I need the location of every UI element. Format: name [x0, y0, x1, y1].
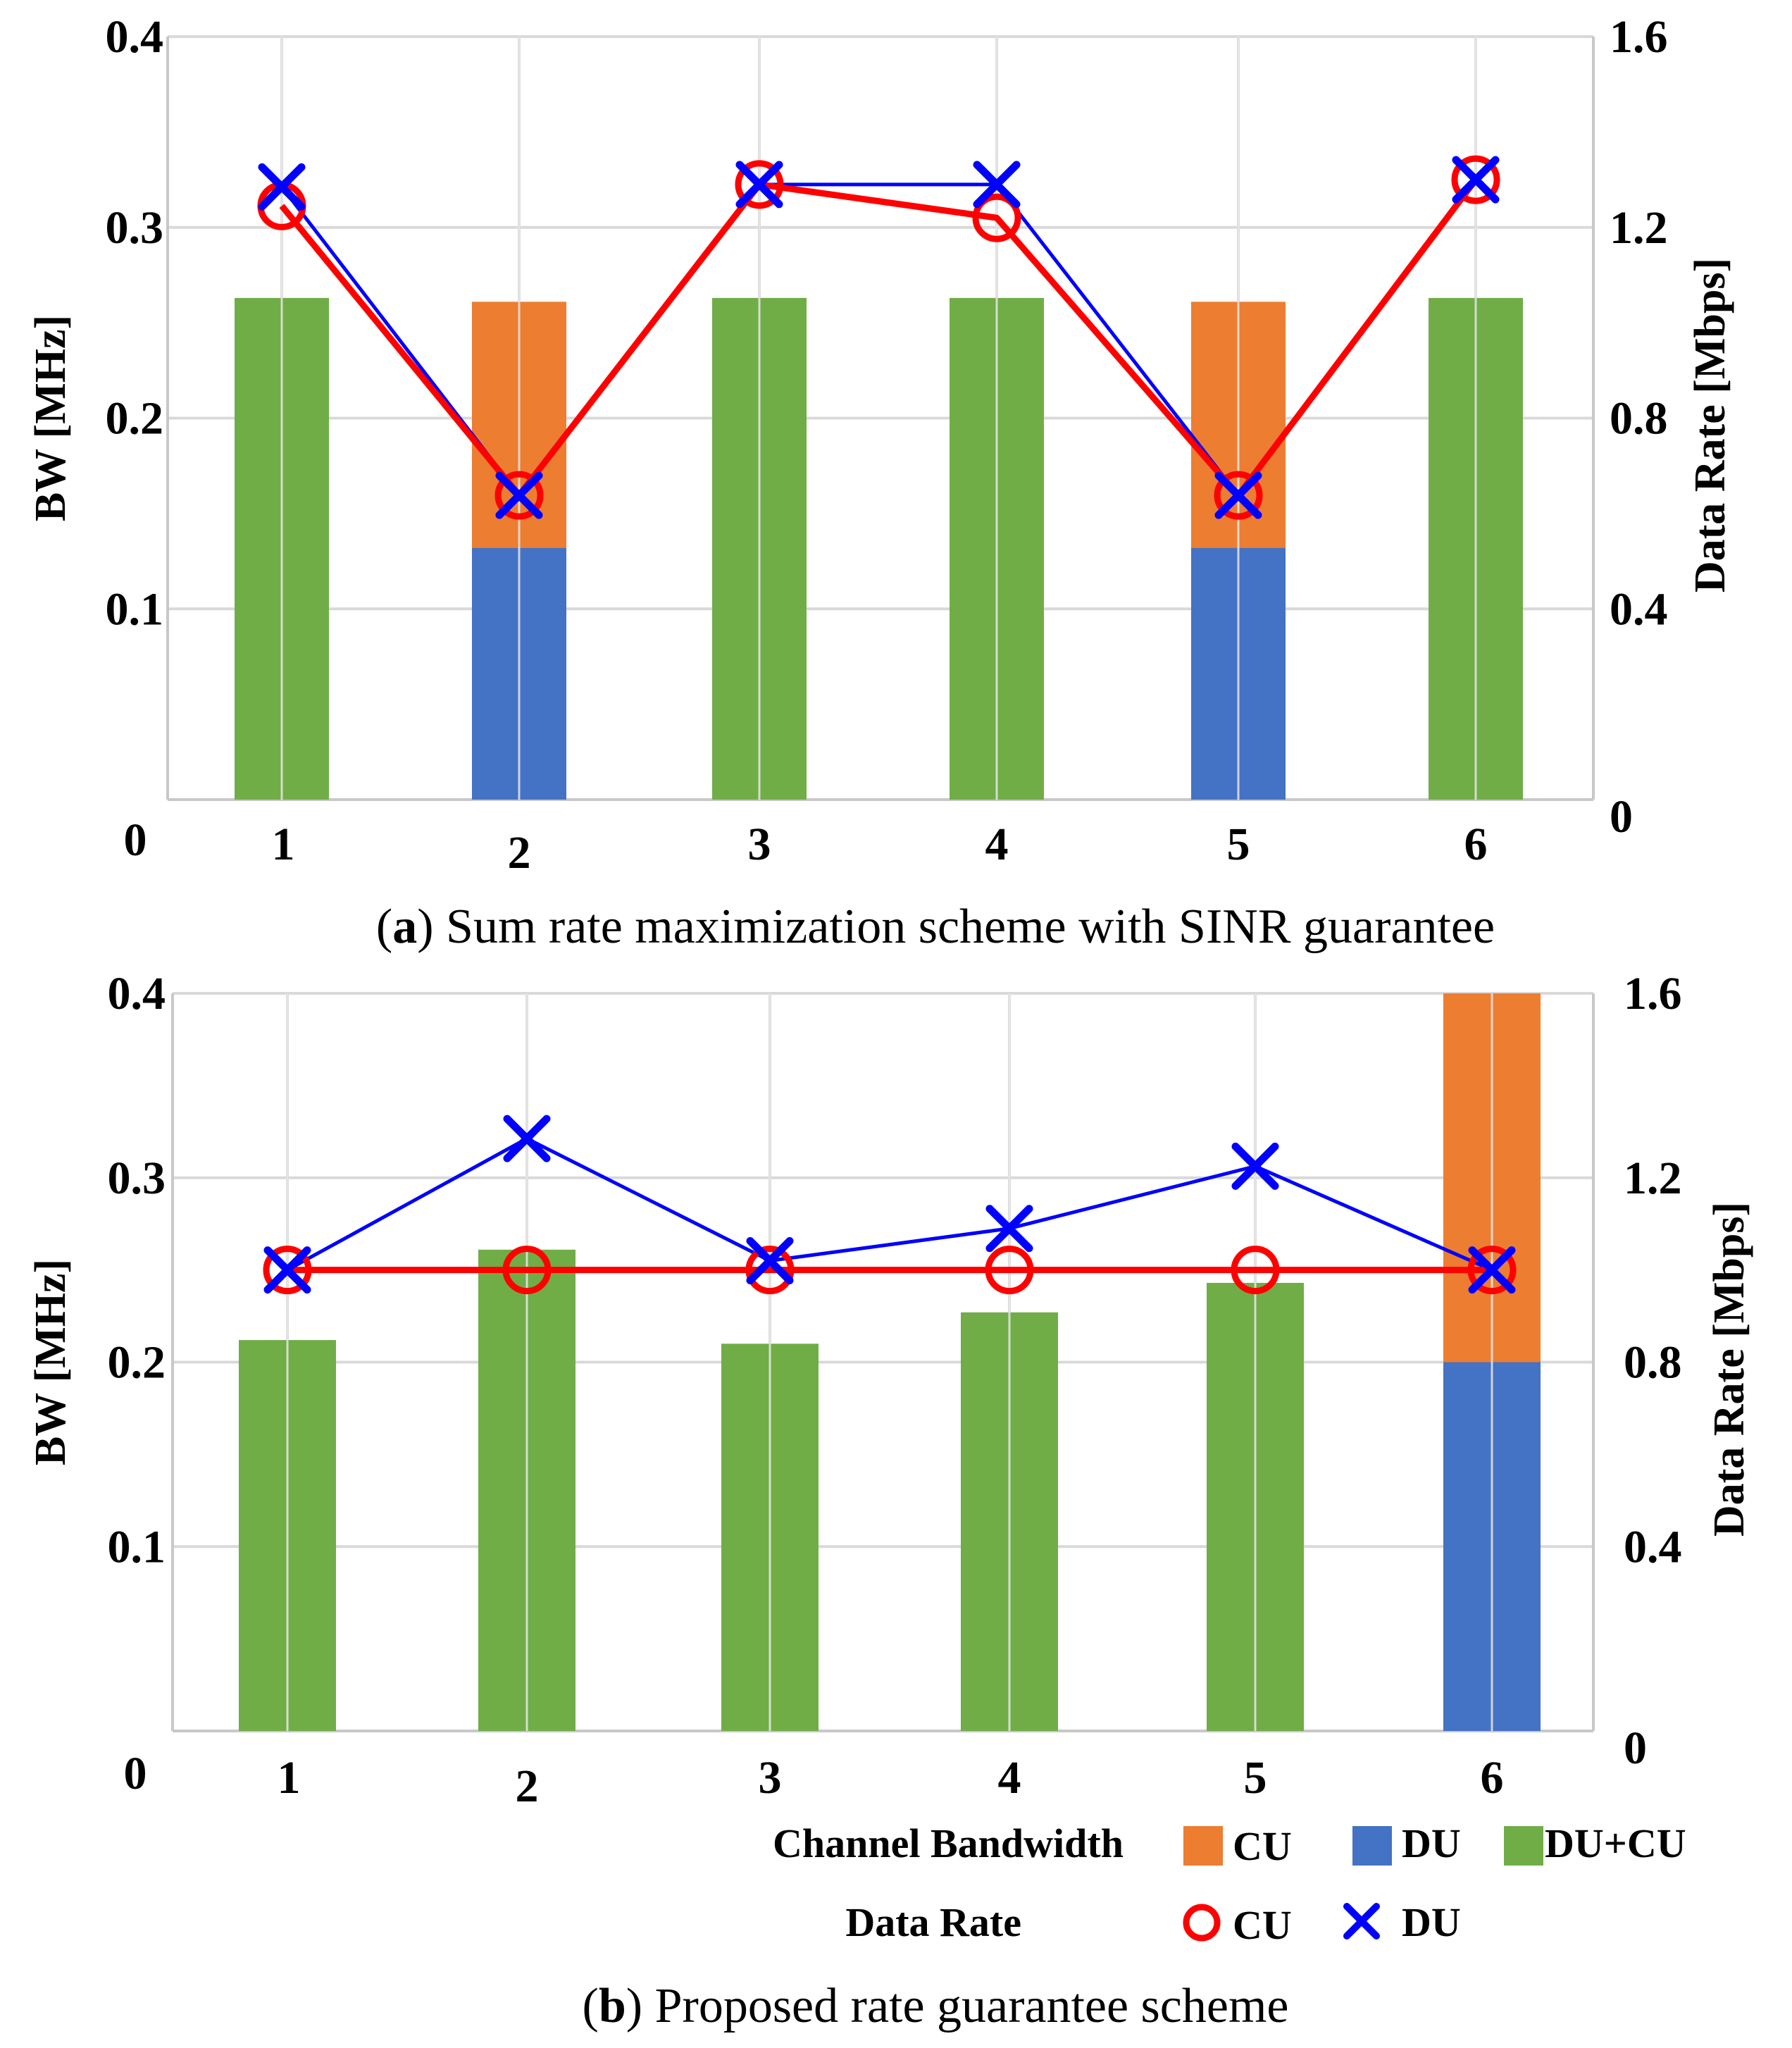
legend-swatch-du-cu — [1504, 1826, 1543, 1866]
marker-du-1 — [263, 1246, 311, 1294]
marker-du-stroke — [495, 471, 543, 519]
legend-marker-du-x — [1343, 1903, 1380, 1940]
legend-swatch-du — [1352, 1826, 1392, 1866]
marker-cu-2 — [502, 1246, 552, 1295]
marker-du-stroke — [1214, 471, 1262, 519]
marker-du-4 — [973, 161, 1021, 209]
category-label-5: 5 — [1244, 1752, 1267, 1804]
marker-du-4 — [985, 1205, 1033, 1253]
marker-cu-3 — [745, 1246, 795, 1295]
marker-cu-3 — [735, 160, 784, 209]
left-tick-label: 0.1 — [106, 583, 164, 635]
legend-bandwidth-du-cu-label: DU+CU — [1545, 1820, 1686, 1866]
series-line-du — [286, 1136, 1493, 1272]
right-tick-label: 0.8 — [1624, 1337, 1682, 1389]
legend-marker-cu-circle — [1183, 1904, 1221, 1942]
marker-du-stroke — [746, 1237, 794, 1285]
panel-b-chart: 0.1 0.2 0.3 0.4 0 0 0.4 0.8 1.2 1.6 1 2 3 4 5 6 BW [MHz]… — [27, 968, 1753, 1812]
legend-swatch-cu — [1183, 1826, 1223, 1866]
right-tick-label: 1.2 — [1624, 1153, 1682, 1204]
left-origin-label: 0 — [124, 1748, 147, 1799]
left-tick-label: 0.3 — [108, 1153, 166, 1204]
marker-du-1 — [258, 163, 306, 211]
category-label-6: 6 — [1481, 1752, 1504, 1804]
marker-du-6 — [1452, 156, 1500, 204]
left-tick-label: 0.1 — [108, 1521, 166, 1572]
legend-bandwidth-du-label: DU — [1402, 1820, 1461, 1866]
legend-rate-du-label: DU — [1402, 1899, 1461, 1945]
marker-cu-5 — [1214, 471, 1263, 520]
left-tick-label: 0.4 — [108, 968, 166, 1019]
marker-du-5 — [1214, 471, 1262, 519]
marker-du-2 — [495, 471, 543, 519]
marker-du-stroke — [973, 161, 1021, 209]
legend-rate-cu-label: CU — [1233, 1902, 1292, 1948]
right-tick-label: 0.4 — [1610, 583, 1668, 635]
marker-du-6 — [1468, 1246, 1516, 1294]
right-tick-label: 0.4 — [1624, 1521, 1682, 1572]
panel-a-chart: 0.1 0.2 0.3 0.4 0 0 0.4 0.8 1.2 1.6 1 2 3 4 5 6 BW [MHz]… — [27, 11, 1734, 879]
marker-du-stroke — [985, 1205, 1033, 1253]
category-label-4: 4 — [998, 1752, 1021, 1804]
marker-du-5 — [1231, 1142, 1279, 1190]
legend-bandwidth-title: Channel Bandwidth — [773, 1820, 1124, 1866]
right-tick-label: 0.8 — [1610, 393, 1668, 445]
marker-du-stroke — [1231, 1142, 1279, 1190]
marker-cu-4 — [985, 1246, 1034, 1295]
left-tick-label: 0.2 — [108, 1337, 166, 1389]
right-tick-label: 0 — [1624, 1723, 1647, 1774]
left-tick-label: 0.3 — [106, 202, 164, 254]
marker-du-stroke — [1452, 156, 1500, 204]
category-label-2: 2 — [516, 1761, 539, 1812]
right-tick-label: 1.2 — [1610, 202, 1668, 254]
category-label-4: 4 — [985, 819, 1009, 870]
marker-cu-6 — [1467, 1246, 1517, 1295]
category-label-6: 6 — [1464, 819, 1488, 870]
marker-du-stroke — [263, 1246, 311, 1294]
marker-cu-6 — [1451, 155, 1500, 204]
legend-bandwidth-cu-label: CU — [1233, 1823, 1292, 1869]
category-label-2: 2 — [508, 827, 531, 879]
legend-rate-title: Data Rate — [845, 1899, 1021, 1945]
marker-du-3 — [746, 1237, 794, 1285]
category-label-5: 5 — [1227, 819, 1250, 870]
category-label-3: 3 — [759, 1752, 782, 1804]
left-tick-label: 0.4 — [106, 11, 164, 63]
right-axis-title: Data Rate [Mbps] — [1686, 258, 1734, 592]
marker-cu-1 — [263, 1246, 312, 1295]
marker-cu-4 — [972, 193, 1021, 242]
marker-du-stroke — [735, 161, 783, 209]
right-tick-label: 1.6 — [1610, 11, 1668, 63]
right-tick-label: 1.6 — [1624, 968, 1682, 1019]
marker-du-stroke — [1468, 1246, 1516, 1294]
right-tick-label: 0 — [1610, 791, 1633, 843]
category-label-1: 1 — [272, 819, 295, 870]
marker-du-stroke — [258, 163, 306, 211]
marker-cu-2 — [494, 471, 544, 520]
left-axis-title: BW [MHz] — [27, 1259, 75, 1465]
marker-du-stroke — [503, 1115, 551, 1162]
panel-b-caption: (b) Proposed rate guarantee scheme — [583, 1979, 1289, 2033]
panel-a-caption: (a) Sum rate maximization scheme with SI… — [376, 900, 1495, 954]
right-axis-title: Data Rate [Mbps] — [1705, 1202, 1753, 1537]
left-origin-label: 0 — [124, 814, 147, 866]
left-axis-title: BW [MHz] — [27, 315, 75, 521]
left-tick-label: 0.2 — [106, 393, 164, 445]
marker-cu-5 — [1231, 1246, 1280, 1295]
marker-du-2 — [503, 1115, 551, 1162]
legend: Channel Bandwidth CU DU DU+CU Data Rate … — [773, 1820, 1686, 1948]
category-label-3: 3 — [748, 819, 771, 870]
category-label-1: 1 — [278, 1752, 301, 1804]
series-line-cu — [279, 178, 1479, 499]
marker-du-3 — [735, 161, 783, 209]
